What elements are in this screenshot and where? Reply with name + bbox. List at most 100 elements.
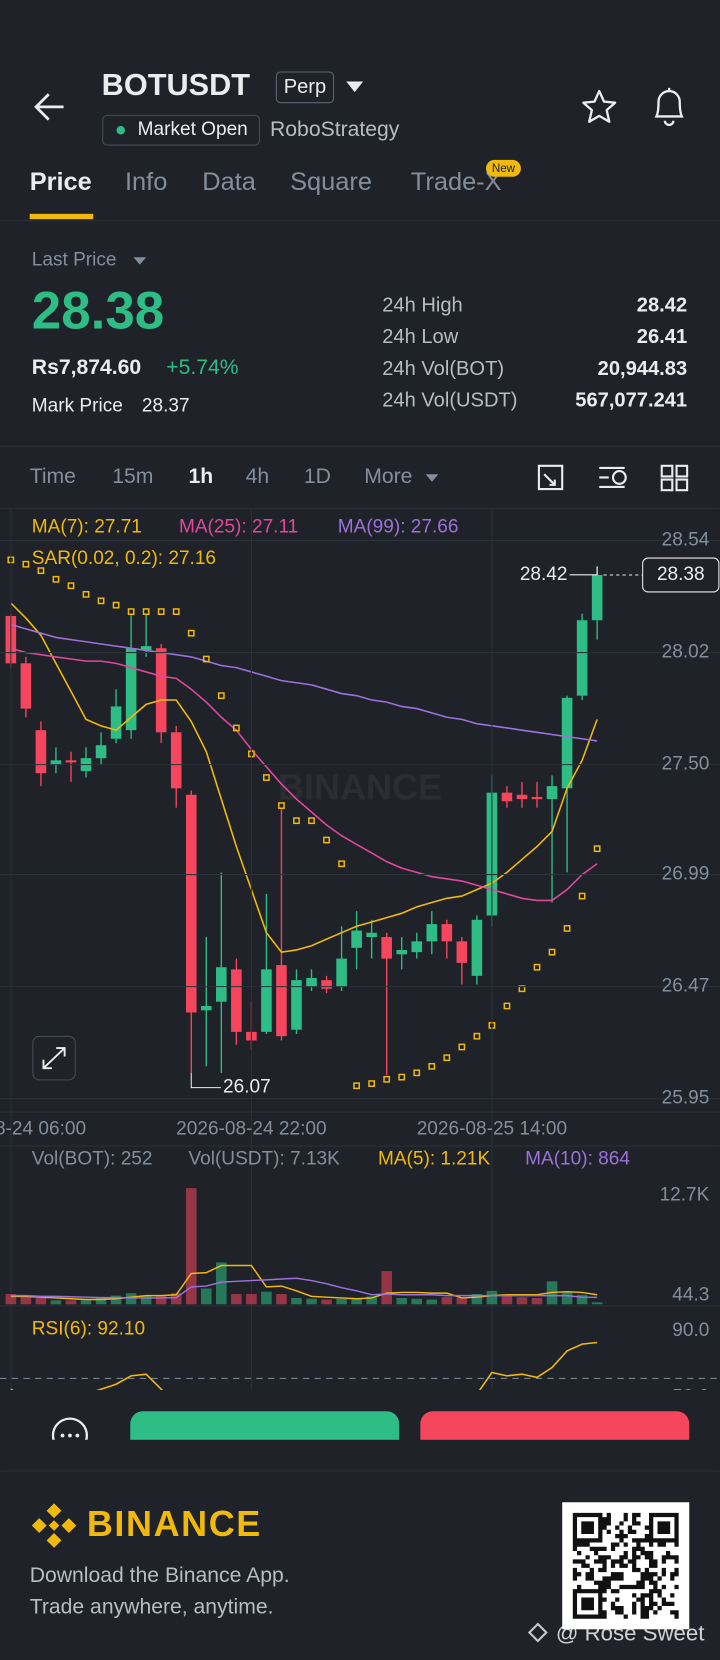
interval[interactable]: 1D [304, 465, 331, 488]
sar-dot [293, 817, 300, 825]
volume-bar [50, 1300, 62, 1305]
tab[interactable]: Square [290, 168, 372, 196]
sar-dot [187, 629, 195, 637]
candle-body [35, 730, 47, 774]
volume-bar [501, 1295, 513, 1305]
last-price-tag [642, 557, 720, 593]
stat-value: 20,944.83 [598, 358, 687, 380]
new-badge: New [492, 162, 516, 175]
candle-body [20, 663, 32, 709]
candle-body [396, 949, 408, 955]
tab[interactable]: Trade-X [411, 168, 502, 196]
footer-line: Download the Binance App. [30, 1564, 290, 1587]
volume-bar [351, 1297, 362, 1305]
volume-bar [276, 1294, 287, 1305]
volume-bar [5, 1294, 17, 1305]
mark-price-label: Mark Price [32, 396, 123, 417]
volume-bar [321, 1299, 332, 1305]
interval[interactable]: 4h [246, 465, 270, 488]
sar-dot [398, 1073, 406, 1081]
logo-part [46, 1532, 62, 1548]
credit-icon [527, 1622, 548, 1643]
stat-label: 24h High [382, 294, 462, 316]
legend-entry: MA(5): 1.21K [378, 1148, 491, 1169]
symbol-dropdown[interactable] [346, 81, 364, 93]
volume-bar [576, 1294, 588, 1305]
interval[interactable]: 1h [188, 465, 213, 488]
sar-dot [428, 1062, 436, 1070]
tool-icon[interactable] [537, 464, 564, 491]
strategy[interactable]: RoboStrategy [270, 118, 400, 141]
layout-icon[interactable] [660, 464, 689, 492]
volume-label: Vol(USDT): 7.13K [188, 1148, 340, 1169]
more-dropdown [425, 474, 439, 482]
tab[interactable]: Data [202, 168, 257, 196]
sar-dot [217, 692, 225, 700]
interval[interactable]: More [364, 465, 412, 488]
credit: @ Rose Sweet [556, 1620, 705, 1645]
candle-body [471, 919, 483, 976]
sar-dot [563, 925, 571, 932]
sar-dot [353, 1082, 360, 1090]
brand: BINANCE [87, 1503, 262, 1544]
chat-dot [75, 1433, 80, 1438]
legend-entry: MA(10): 864 [525, 1148, 630, 1169]
candle-body [261, 969, 272, 1032]
tab[interactable]: Price [30, 168, 92, 196]
y-tick-label: 28.02 [662, 642, 710, 663]
chat-dot [60, 1433, 65, 1438]
candle-body [456, 941, 468, 963]
expand-button[interactable] [32, 1035, 76, 1081]
volume-bar [486, 1290, 498, 1305]
indicator-icon[interactable] [599, 466, 627, 489]
candle-body [381, 937, 392, 959]
sar-dot [263, 774, 270, 781]
last-price-label[interactable]: Last Price [32, 249, 117, 270]
sar-dot [278, 802, 285, 809]
sar-dot [503, 1002, 511, 1010]
volume-label: Vol(BOT): 252 [32, 1148, 153, 1169]
legend-entry: MA(99): 27.66 [338, 516, 459, 537]
volume-bar [65, 1300, 77, 1305]
price-change: +5.74% [166, 356, 239, 379]
candle-body [216, 967, 227, 1002]
alert-button[interactable] [654, 87, 684, 127]
candle-body [336, 958, 347, 987]
volume-bar [456, 1297, 468, 1305]
symbol: BOTUSDT [102, 67, 251, 102]
volume-bar [426, 1299, 438, 1305]
sar-dot [323, 836, 330, 844]
candle-body [276, 965, 287, 1037]
y-tick-label: 50.0 [672, 1387, 709, 1408]
watermark: BINANCE [278, 766, 442, 807]
candle-body [591, 574, 603, 621]
volume-bar [561, 1292, 573, 1305]
candle-body [351, 930, 362, 948]
tab[interactable]: Info [125, 168, 167, 196]
plot-area [5, 1188, 603, 1305]
rsi-line [10, 1341, 598, 1391]
interval[interactable]: 15m [112, 465, 153, 488]
stat-value: 567,077.241 [575, 390, 687, 412]
candle-body [321, 980, 332, 989]
interval[interactable]: Time [30, 465, 76, 488]
volume-bar [80, 1300, 92, 1305]
volume-bar [216, 1262, 227, 1305]
chat-dot [68, 1433, 72, 1438]
stat-label: 24h Vol(USDT) [382, 390, 517, 412]
sar-dot [82, 590, 90, 598]
candle-body [561, 697, 573, 789]
footer-line: Trade anywhere, anytime. [30, 1596, 274, 1619]
stat-label: 24h Low [382, 326, 459, 348]
favorite-button[interactable] [582, 89, 617, 123]
y-tick-label: 44.3 [672, 1284, 709, 1305]
back-button[interactable] [34, 93, 64, 121]
plot-area: 90.0 50.0 [0, 1320, 720, 1408]
ma-line [10, 647, 598, 902]
sar-dot [548, 948, 556, 956]
x-tick-label: 2026-08-24 06:00 [0, 1119, 86, 1140]
expand-icon [42, 1047, 66, 1070]
candle-body [531, 796, 543, 800]
